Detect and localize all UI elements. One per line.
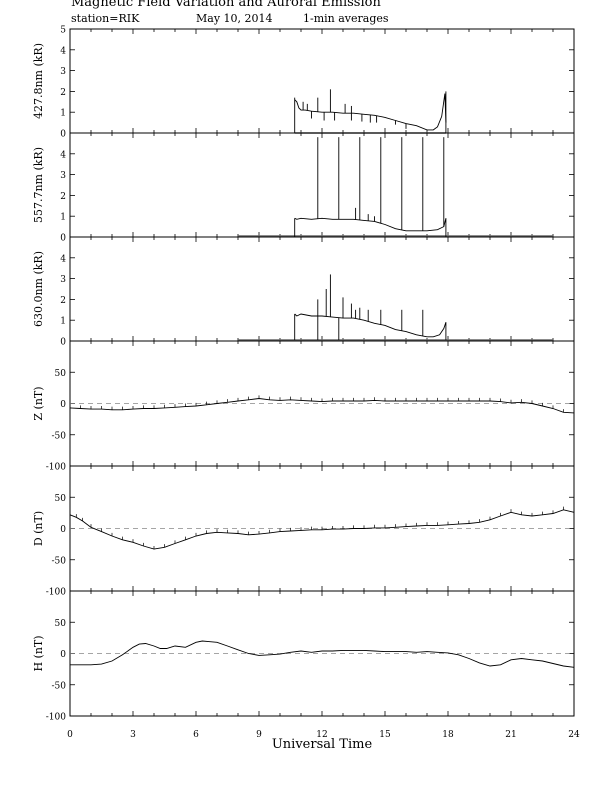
series-line bbox=[69, 509, 575, 550]
x-tick-label: 3 bbox=[130, 730, 136, 740]
y-axis-label: 427.8nm (kR) bbox=[32, 43, 45, 119]
panel-frame bbox=[69, 236, 575, 342]
panel-p4278: 0 1 2 3 4 5 427.8nm (kR) bbox=[32, 26, 575, 140]
x-tick-label: 15 bbox=[379, 730, 391, 740]
x-tick-label: 24 bbox=[568, 730, 580, 740]
panel-frame bbox=[69, 28, 575, 134]
series-line bbox=[70, 640, 575, 668]
y-tick-label: 5 bbox=[60, 26, 66, 36]
date-label: May 10, 2014 bbox=[196, 12, 273, 25]
y-tick-label: 3 bbox=[60, 171, 66, 181]
y-tick-label: 0 bbox=[60, 400, 66, 410]
panel-p6300: 0 1 2 3 4 630.0nm (kR) bbox=[32, 236, 575, 348]
x-tick-label: 6 bbox=[193, 730, 199, 740]
y-tick-label: 0 bbox=[60, 130, 66, 140]
y-tick-label: 0 bbox=[60, 338, 66, 348]
panel-pD: -100 -50 0 50 D (nT) bbox=[32, 465, 575, 598]
y-axis-label: H (nT) bbox=[32, 635, 45, 671]
x-tick-label: 9 bbox=[256, 730, 262, 740]
y-tick-label: 1 bbox=[60, 213, 66, 223]
x-tick-label: 21 bbox=[505, 730, 516, 740]
x-tick-label: 18 bbox=[442, 730, 454, 740]
panel-pZ: -100 -50 0 50 Z (nT) bbox=[32, 340, 575, 473]
y-tick-label: -100 bbox=[46, 463, 66, 473]
x-tick-label: 0 bbox=[67, 730, 73, 740]
y-tick-label: 1 bbox=[60, 317, 66, 327]
y-tick-label: 4 bbox=[60, 254, 66, 264]
series-line bbox=[294, 217, 447, 232]
y-tick-label: 2 bbox=[60, 296, 66, 306]
averaging-label: 1-min averages bbox=[303, 12, 389, 25]
series-line bbox=[294, 313, 447, 338]
y-tick-label: -100 bbox=[46, 713, 66, 723]
y-tick-label: -50 bbox=[52, 681, 67, 691]
y-axis-label: D (nT) bbox=[32, 511, 45, 546]
y-tick-label: 50 bbox=[55, 619, 67, 629]
y-tick-label: 4 bbox=[60, 150, 66, 160]
panel-pH: -100 -50 0 50 H (nT) bbox=[32, 590, 575, 723]
chart-title: Magnetic Field Variation and Auroral Emi… bbox=[71, 0, 381, 10]
y-tick-label: 0 bbox=[60, 650, 66, 660]
y-tick-label: -50 bbox=[52, 431, 67, 441]
y-axis-label: 557.7nm (kR) bbox=[32, 147, 45, 223]
y-axis-label: 630.0nm (kR) bbox=[32, 251, 45, 327]
x-axis-label: Universal Time bbox=[272, 737, 373, 752]
y-tick-label: 2 bbox=[60, 88, 66, 98]
x-tick-label: 12 bbox=[316, 730, 327, 740]
y-tick-label: 2 bbox=[60, 192, 66, 202]
y-tick-label: 3 bbox=[60, 275, 66, 285]
y-tick-label: 0 bbox=[60, 234, 66, 244]
y-tick-label: 0 bbox=[60, 525, 66, 535]
y-tick-label: 3 bbox=[60, 67, 66, 77]
y-tick-label: 50 bbox=[55, 369, 67, 379]
panel-frame bbox=[69, 132, 575, 238]
y-tick-label: -100 bbox=[46, 588, 66, 598]
panel-p5577: 0 1 2 3 4 557.7nm (kR) bbox=[32, 132, 575, 244]
y-tick-label: 1 bbox=[60, 109, 66, 119]
y-tick-label: 50 bbox=[55, 494, 67, 504]
y-axis-label: Z (nT) bbox=[32, 386, 45, 420]
y-tick-label: -50 bbox=[52, 556, 67, 566]
y-tick-label: 4 bbox=[60, 46, 66, 56]
station-label: station=RIK bbox=[71, 12, 140, 25]
